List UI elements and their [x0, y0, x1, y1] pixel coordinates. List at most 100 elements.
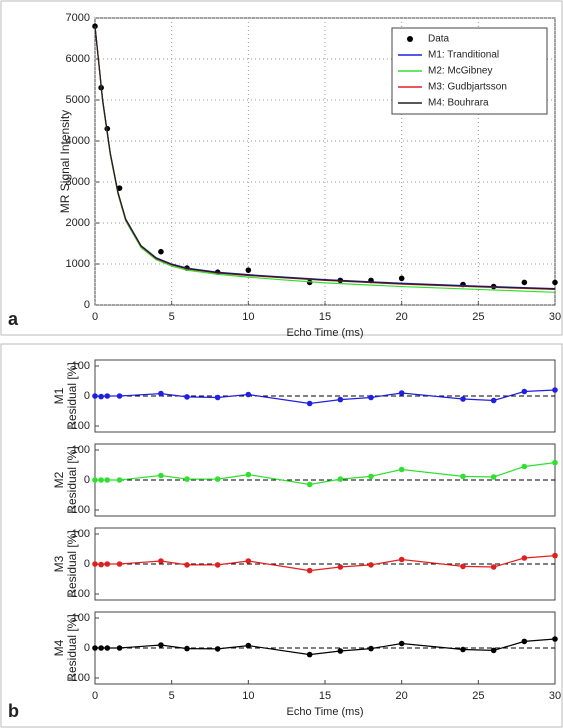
- x-axis-label: Echo Time (ms): [286, 327, 363, 339]
- data-point: [521, 638, 528, 645]
- data-point: [98, 477, 104, 483]
- data-point: [552, 387, 558, 393]
- data-point: [552, 279, 558, 286]
- x-tick-label: 15: [319, 311, 331, 323]
- data-point: [368, 473, 374, 480]
- x-tick-label: 20: [396, 690, 408, 702]
- model-label: M4: [52, 639, 66, 656]
- data-point: [521, 555, 528, 561]
- data-point: [398, 275, 405, 282]
- y-tick-label: 0: [84, 299, 90, 311]
- y-tick-label: 0: [84, 642, 90, 654]
- data-point: [398, 390, 405, 396]
- data-point: [92, 561, 98, 567]
- data-point: [490, 564, 497, 570]
- x-tick-label: 30: [549, 311, 561, 323]
- data-point: [116, 645, 123, 651]
- data-point: [116, 561, 123, 567]
- data-point: [116, 477, 123, 483]
- data-point: [104, 561, 111, 567]
- legend-label: M1: Tranditional: [428, 50, 499, 61]
- data-point: [98, 393, 104, 400]
- x-tick-label: 30: [549, 690, 561, 702]
- x-tick-label: 10: [242, 311, 254, 323]
- data-point: [552, 636, 558, 642]
- legend-swatch: [407, 36, 413, 42]
- x-tick-label: 5: [169, 311, 175, 323]
- data-point: [245, 471, 252, 478]
- y-axis-label: MR Signal Intensity: [58, 110, 72, 213]
- data-point: [245, 642, 252, 649]
- x-tick-label: 0: [92, 690, 98, 702]
- model-label: M3: [52, 555, 66, 572]
- data-point: [368, 645, 374, 652]
- data-point: [158, 390, 164, 397]
- data-point: [490, 474, 497, 480]
- y-tick-label: 0: [84, 474, 90, 486]
- data-point: [214, 476, 221, 482]
- y-tick-label: 100: [72, 528, 90, 540]
- data-point: [552, 552, 558, 559]
- series-line: [95, 638, 556, 656]
- x-tick-label: 20: [396, 311, 408, 323]
- series-line: [95, 462, 556, 486]
- y-tick-label: 100: [72, 360, 90, 372]
- data-point: [337, 648, 344, 654]
- y-tick-label: -100: [68, 672, 90, 684]
- data-point: [306, 481, 313, 488]
- data-point: [306, 279, 313, 286]
- data-point: [98, 561, 104, 568]
- y-tick-label: 5000: [66, 94, 90, 106]
- data-point: [245, 391, 252, 398]
- y-tick-label: 3000: [66, 176, 90, 188]
- data-point: [460, 396, 466, 402]
- y-axis-label: Residual [%]: [65, 614, 79, 681]
- data-point: [521, 388, 528, 395]
- y-axis-label: Residual [%]: [65, 530, 79, 597]
- data-point: [116, 393, 123, 399]
- data-point: [337, 564, 344, 570]
- y-tick-label: -100: [68, 504, 90, 516]
- y-tick-label: 1000: [66, 258, 90, 270]
- y-tick-label: 0: [84, 390, 90, 402]
- data-point: [306, 400, 313, 407]
- data-point: [521, 279, 528, 286]
- y-tick-label: 2000: [66, 217, 90, 229]
- data-point: [158, 472, 164, 479]
- data-point: [158, 558, 164, 564]
- data-point: [214, 394, 221, 401]
- data-point: [398, 556, 405, 563]
- data-point: [245, 267, 252, 273]
- x-tick-label: 5: [169, 690, 175, 702]
- data-point: [521, 463, 528, 470]
- model-label: M2: [52, 471, 66, 488]
- data-point: [460, 563, 466, 570]
- data-point: [368, 562, 374, 568]
- legend-label: Data: [428, 34, 450, 45]
- data-point: [116, 185, 123, 191]
- panel-frame: [0, 343, 563, 728]
- x-tick-label: 25: [472, 311, 484, 323]
- x-tick-label: 10: [242, 690, 254, 702]
- y-tick-label: 7000: [66, 12, 90, 24]
- data-point: [306, 651, 313, 658]
- series-line: [94, 389, 556, 405]
- series-line: [94, 555, 556, 572]
- x-tick-label: 25: [472, 690, 484, 702]
- x-tick-label: 0: [92, 311, 98, 323]
- y-tick-label: 100: [72, 612, 90, 624]
- data-point: [214, 562, 221, 568]
- data-point: [398, 640, 405, 647]
- data-point: [92, 393, 98, 399]
- series-line: [94, 26, 556, 290]
- x-tick-label: 15: [319, 690, 331, 702]
- data-point: [158, 642, 164, 648]
- data-point: [214, 646, 221, 652]
- y-axis-label: Residual [%]: [65, 362, 79, 429]
- panel-label: b: [8, 701, 19, 721]
- data-point: [245, 558, 252, 564]
- data-point: [460, 646, 466, 653]
- data-point: [104, 393, 111, 399]
